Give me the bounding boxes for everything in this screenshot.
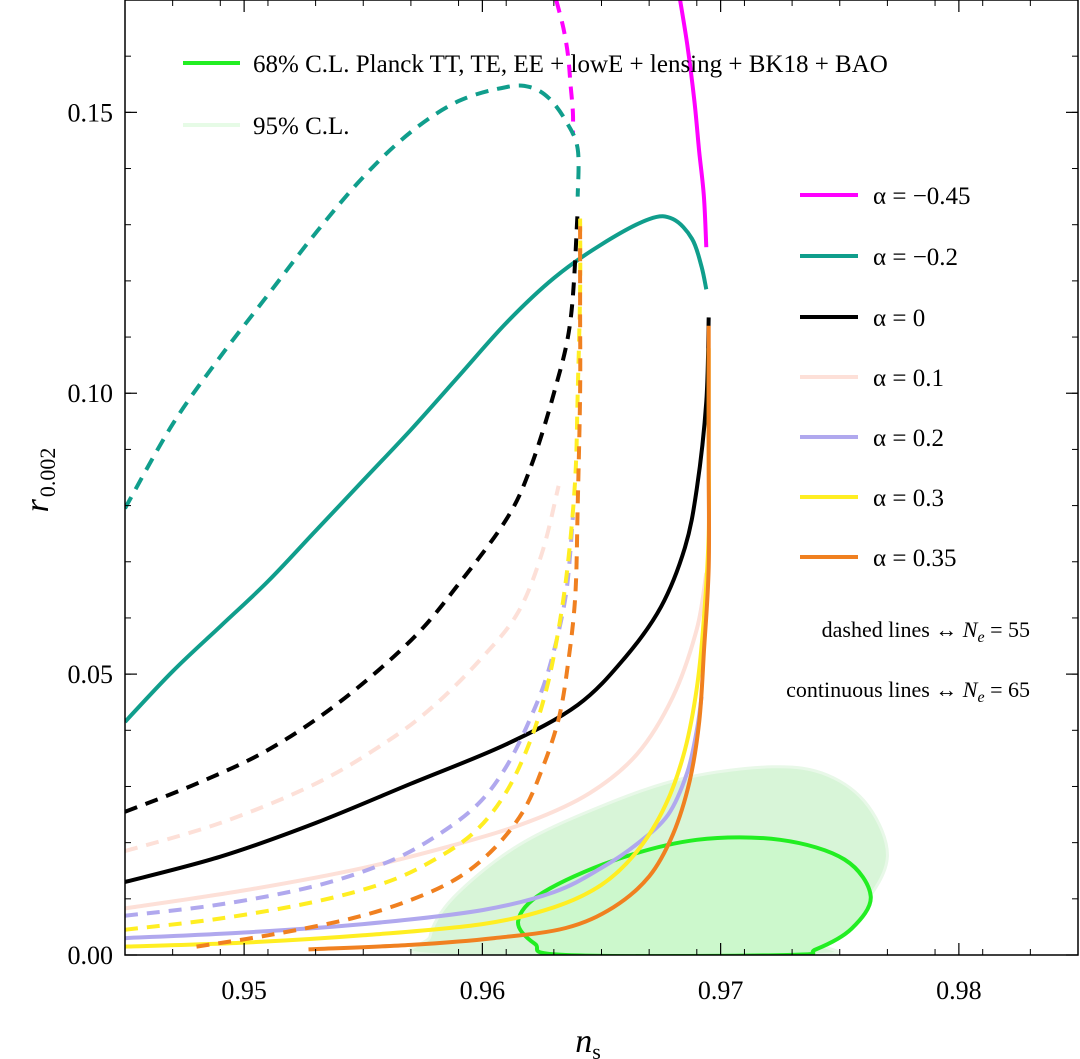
y-tick-label: 0.15	[68, 98, 114, 127]
legend-alpha-02-label: α = 0.2	[873, 425, 944, 452]
curve-alpha-m045-ne55	[554, 0, 576, 135]
curve-alpha-01-ne55	[125, 485, 561, 854]
curve-alpha-0-ne65	[125, 317, 711, 884]
legend-alpha-m045-label: α = −0.45	[873, 183, 971, 210]
legend-alpha-01-label: α = 0.1	[873, 365, 944, 392]
legend-alpha-035-label: α = 0.35	[873, 545, 956, 572]
model-curves	[125, 0, 712, 952]
x-tick-label: 0.95	[221, 976, 267, 1005]
curve-alpha-m02-ne55	[125, 83, 581, 510]
legend-95-label: 95% C.L.	[253, 113, 350, 140]
legend-alpha-03-label: α = 0.3	[873, 485, 944, 512]
cl-legend: 68% C.L. Planck TT, TE, EE + lowE + lens…	[183, 51, 888, 140]
curve-alpha-0-ne55	[125, 210, 580, 814]
note-dashed: dashed lines ↔ Ne = 55	[822, 617, 1030, 646]
x-axis-label: ns	[575, 1023, 601, 1059]
y-tick-label: 0.10	[68, 379, 114, 408]
note-continuous: continuous lines ↔ Ne = 65	[786, 677, 1030, 706]
alpha-legend: α = −0.45 α = −0.2 α = 0 α = 0.1 α = 0.2…	[800, 183, 971, 572]
x-tick-label: 0.96	[460, 976, 506, 1005]
curve-alpha-m045-ne65	[678, 0, 709, 248]
curve-alpha-035-ne55	[196, 221, 583, 949]
y-axis-label: r0.002	[19, 448, 60, 513]
axis-ticks: 0.95 0.96 0.97 0.98 0.00 0.05 0.10 0.15	[68, 0, 1079, 1005]
y-tick-label: 0.05	[68, 660, 114, 689]
x-tick-label: 0.98	[936, 976, 982, 1005]
curve-alpha-01-ne65	[125, 572, 709, 911]
y-tick-label: 0.00	[68, 941, 114, 970]
legend-alpha-m02-label: α = −0.2	[873, 244, 958, 271]
curve-alpha-035-ne65	[308, 325, 712, 952]
curve-alpha-m02-ne65	[125, 214, 709, 724]
x-tick-label: 0.97	[698, 976, 744, 1005]
legend-68-label: 68% C.L. Planck TT, TE, EE + lowE + lens…	[253, 51, 888, 78]
legend-alpha-0-label: α = 0	[873, 305, 925, 332]
curve-alpha-03-ne55	[125, 210, 583, 932]
